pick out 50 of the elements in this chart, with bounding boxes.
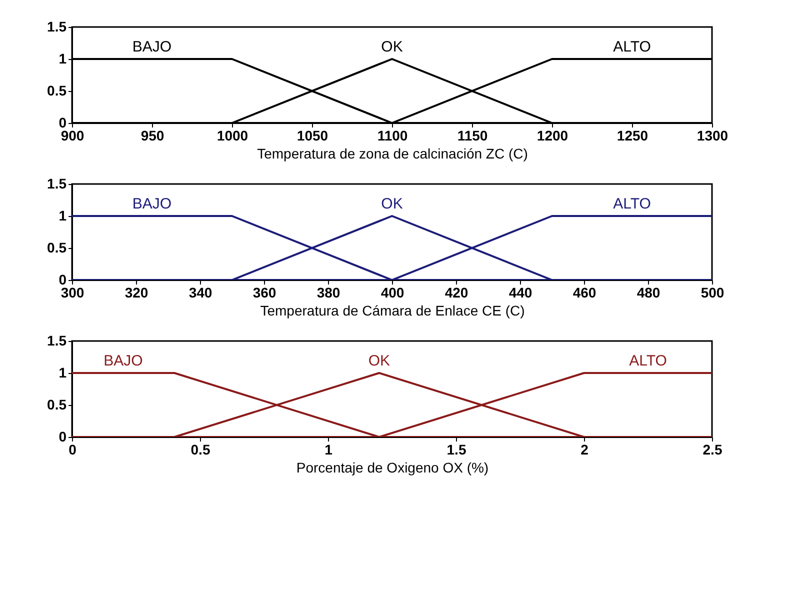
x-tick-label: 1050 — [296, 128, 328, 144]
x-tick-label: 1200 — [536, 128, 568, 144]
x-tick-label: 2 — [580, 442, 589, 458]
x-tick-label: 0 — [68, 442, 77, 458]
x-tick-label: 1250 — [616, 128, 648, 144]
y-tick-label: 0 — [58, 428, 67, 444]
x-tick-label: 500 — [700, 284, 724, 300]
x-tick-label: 900 — [60, 128, 84, 144]
x-axis-title: Porcentaje de Oxigeno OX (%) — [296, 460, 489, 476]
y-tick-label: 0.5 — [47, 82, 67, 98]
y-tick-label: 0.5 — [47, 396, 67, 412]
y-tick-label: 1 — [58, 50, 67, 66]
series-label: OK — [381, 196, 403, 213]
series-label: OK — [381, 38, 403, 56]
x-tick-label: 320 — [124, 284, 148, 300]
x-tick-label: 420 — [444, 284, 468, 300]
series-label: ALTO — [629, 352, 667, 370]
series-label: ALTO — [613, 38, 651, 56]
x-tick-label: 440 — [508, 284, 532, 300]
x-tick-label: 360 — [252, 284, 276, 300]
x-tick-label: 950 — [140, 128, 164, 144]
x-tick-label: 1100 — [377, 128, 408, 144]
y-tick-label: 1.5 — [47, 332, 67, 348]
x-tick-label: 1 — [324, 442, 333, 458]
x-tick-label: 1000 — [216, 128, 248, 144]
x-tick-label: 480 — [636, 284, 660, 300]
y-tick-label: 0 — [58, 272, 67, 288]
series-label: BAJO — [132, 196, 172, 213]
x-tick-label: 0.5 — [190, 442, 210, 458]
series-label: OK — [368, 352, 390, 370]
x-tick-label: 1150 — [457, 128, 488, 144]
x-tick-label: 1300 — [696, 128, 728, 144]
x-tick-label: 400 — [380, 284, 404, 300]
x-tick-label: 380 — [316, 284, 340, 300]
x-tick-label: 460 — [572, 284, 596, 300]
y-tick-label: 0 — [58, 114, 67, 130]
x-tick-label: 2.5 — [702, 442, 722, 458]
series-label: ALTO — [613, 196, 651, 213]
x-tick-label: 1.5 — [446, 442, 466, 458]
y-tick-label: 1 — [58, 364, 67, 380]
y-tick-label: 1 — [58, 208, 67, 224]
series-label: BAJO — [132, 38, 172, 56]
x-tick-label: 300 — [60, 284, 84, 300]
x-tick-label: 340 — [188, 284, 212, 300]
x-axis-title: Temperatura de zona de calcinación ZC (C) — [257, 146, 528, 162]
y-tick-label: 1.5 — [47, 18, 67, 34]
series-label: BAJO — [104, 352, 143, 370]
y-tick-label: 0.5 — [47, 240, 67, 256]
x-axis-title: Temperatura de Cámara de Enlace CE (C) — [260, 302, 525, 318]
y-tick-label: 1.5 — [47, 176, 67, 192]
